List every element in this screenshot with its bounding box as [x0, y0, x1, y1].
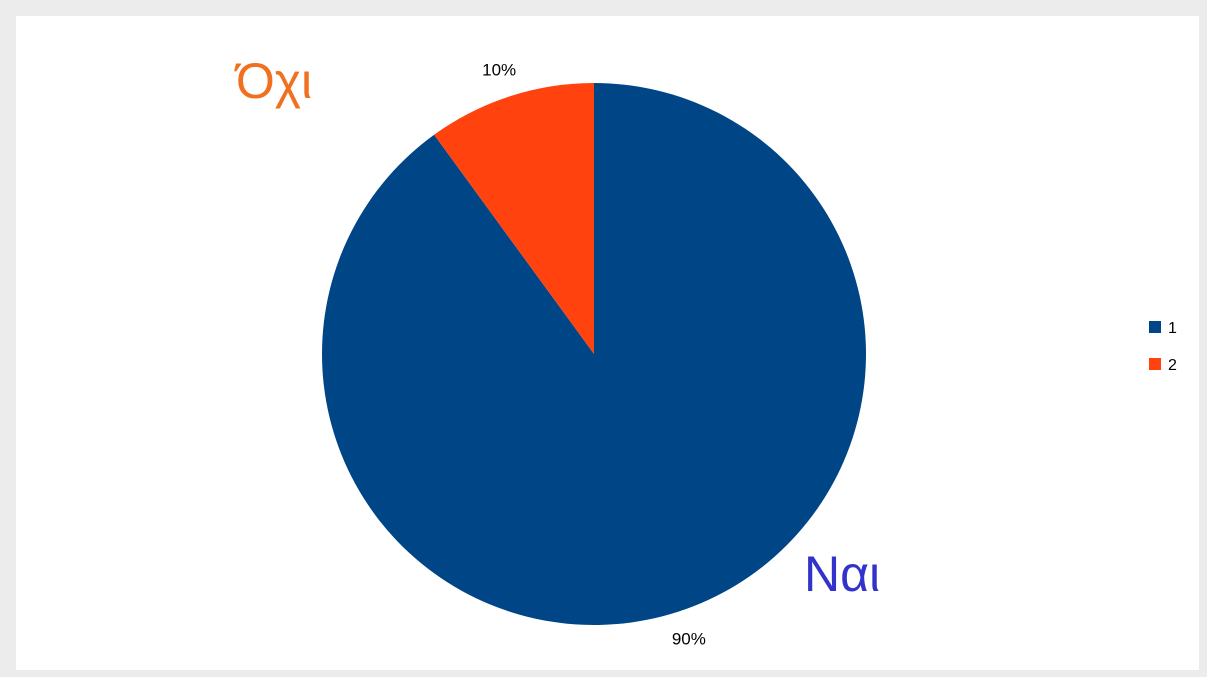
legend: 1 2	[1149, 320, 1177, 374]
chart-panel: 90% 10% Όχι Ναι 1 2	[16, 16, 1199, 670]
percent-labels: 90% 10%	[482, 61, 706, 649]
annotation-nai: Ναι	[804, 546, 880, 602]
pie-chart: 90% 10% Όχι Ναι 1 2	[234, 53, 1177, 649]
annotation-ochi: Όχι	[234, 53, 312, 109]
legend-swatch-1	[1149, 321, 1161, 333]
legend-label-2: 2	[1168, 357, 1177, 374]
annotations: Όχι Ναι	[234, 53, 880, 602]
legend-label-1: 1	[1168, 320, 1177, 337]
legend-swatch-2	[1149, 358, 1161, 370]
percent-label-2: 10%	[482, 61, 516, 80]
percent-label-1: 90%	[672, 629, 706, 648]
pie-slices	[321, 83, 866, 625]
pie-slice-2	[434, 83, 594, 354]
